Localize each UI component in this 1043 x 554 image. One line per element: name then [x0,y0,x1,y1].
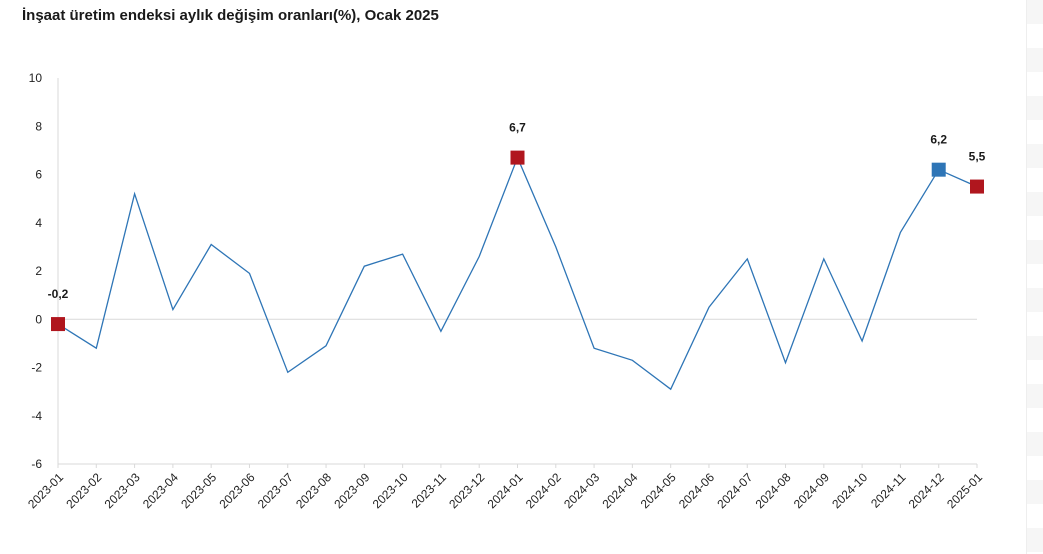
data-label: 6,2 [930,133,947,147]
x-tick-label: 2023-02 [63,470,104,511]
x-tick-label: 2025-01 [944,470,985,511]
x-tick-label: 2023-04 [140,470,181,511]
highlight-marker [970,179,984,194]
x-tick-label: 2024-03 [561,470,602,511]
x-tick-label: 2024-06 [676,470,717,511]
highlight-marker [510,150,525,165]
x-tick-label: 2024-11 [868,470,909,511]
side-scroll-strip [1026,0,1043,554]
x-tick-label: 2024-08 [753,470,794,511]
y-tick-label: 2 [35,264,42,278]
y-tick-label: 6 [35,168,42,182]
x-tick-label: 2024-07 [714,470,755,511]
x-tick-label: 2024-01 [485,470,526,511]
x-tick-label: 2023-08 [293,470,334,511]
x-tick-label: 2023-01 [25,470,66,511]
y-tick-label: 4 [35,216,42,230]
x-tick-label: 2023-05 [178,470,219,511]
x-tick-label: 2023-12 [446,470,487,511]
y-tick-label: -2 [31,361,42,375]
x-tick-label: 2023-07 [255,470,296,511]
highlight-marker [51,317,65,332]
x-tick-label: 2023-09 [331,470,372,511]
chart-title: İnşaat üretim endeksi aylık değişim oran… [22,7,439,24]
x-tick-label: 2024-09 [791,470,832,511]
data-label: -0,2 [48,287,69,301]
data-label: 5,5 [969,150,986,164]
y-tick-label: 0 [35,312,42,326]
x-tick-label: 2024-12 [906,470,947,511]
x-tick-label: 2023-03 [102,470,143,511]
x-tick-label: 2024-05 [638,470,679,511]
x-tick-label: 2023-11 [409,470,450,511]
x-tick-label: 2024-10 [829,470,870,511]
y-tick-label: -6 [31,457,42,471]
y-tick-label: 10 [29,71,43,85]
x-tick-label: 2024-04 [599,470,640,511]
series-line [57,155,978,391]
y-tick-label: 8 [35,119,42,133]
y-tick-label: -4 [31,409,42,423]
highlight-marker [931,162,946,177]
x-tick-label: 2023-06 [217,470,258,511]
x-tick-label: 2023-10 [370,470,411,511]
data-label: 6,7 [509,121,526,135]
x-tick-label: 2024-02 [523,470,564,511]
